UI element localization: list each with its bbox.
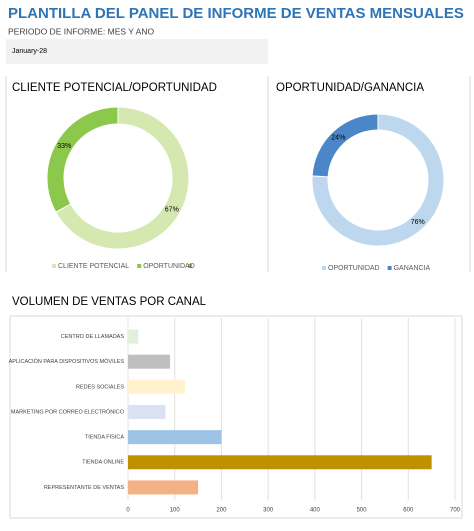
plot-frame: [9, 315, 463, 519]
legend-swatch: [137, 264, 142, 268]
donut-slice: [311, 113, 445, 247]
legend-label: GANANCIA: [394, 265, 431, 272]
y-tick-label: APLICACIÓN PARA DISPOSITIVOS MÓVILES: [9, 358, 125, 365]
x-tick-label: 600: [403, 508, 414, 514]
bar: [128, 405, 166, 419]
legend-label: OPORTUNIDAD: [143, 263, 195, 270]
data-label: 67%: [165, 207, 179, 214]
legend-swatch: [322, 266, 326, 270]
x-tick-label: 200: [216, 508, 227, 514]
y-tick-label: REPRESENTANTE DE VENTAS: [44, 485, 125, 491]
donut-slice: [55, 106, 190, 250]
legend-swatch: [387, 266, 392, 270]
x-tick-label: 400: [310, 508, 321, 514]
y-tick-label: CENTRO DE LLAMADAS: [61, 334, 125, 340]
data-label: 76%: [411, 219, 425, 226]
legend-swatch: [52, 264, 56, 268]
bar: [128, 430, 222, 445]
y-tick-label: REDES SOCIALES: [76, 384, 124, 390]
x-tick-label: 700: [450, 508, 461, 514]
donut-slice: [311, 113, 379, 178]
period-label: PERIODO DE INFORME: MES Y ANO: [8, 26, 154, 36]
y-tick-label: TIENDA ONLINE: [82, 460, 124, 466]
x-tick-label: 500: [357, 508, 368, 514]
x-tick-label: 300: [263, 508, 274, 514]
chart-title: OPORTUNIDAD/GANANCIA: [276, 82, 424, 94]
legend-label: OPORTUNIDAD: [328, 265, 380, 272]
period-box: [6, 39, 268, 64]
chart-title: VOLUMEN DE VENTAS POR CANAL: [12, 296, 207, 308]
x-tick-label: 100: [170, 508, 181, 514]
bar: [128, 480, 199, 495]
bar: [128, 379, 185, 394]
y-tick-label: TIENDA FÍSICA: [85, 434, 124, 441]
y-tick-label: MARKETING POR CORREO ELECTRÓNICO: [11, 408, 125, 415]
x-tick-label: 0: [126, 508, 130, 514]
data-label: 33%: [57, 143, 71, 150]
period-value: January-28: [12, 48, 47, 55]
donut-slice: [46, 106, 119, 213]
legend-swatch: [188, 264, 192, 268]
page-title: PLANTILLA DEL PANEL DE INFORME DE VENTAS…: [8, 5, 464, 22]
data-label: 24%: [331, 135, 345, 142]
bar: [128, 329, 139, 344]
legend-label: CLIENTE POTENCIAL: [58, 263, 129, 270]
chart-title: CLIENTE POTENCIAL/OPORTUNIDAD: [12, 82, 217, 94]
bar: [128, 455, 432, 470]
bar: [128, 354, 171, 369]
